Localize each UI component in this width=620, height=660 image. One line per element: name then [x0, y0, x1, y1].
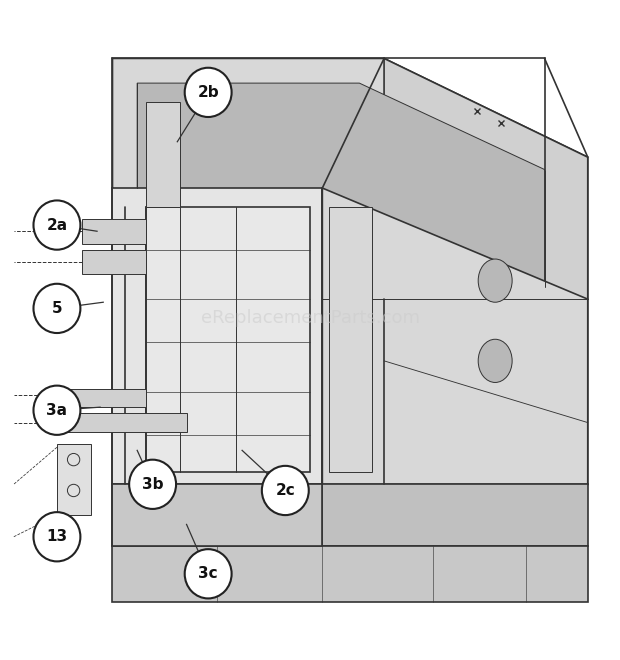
Polygon shape — [112, 59, 588, 299]
Text: 2b: 2b — [197, 85, 219, 100]
Polygon shape — [384, 59, 588, 484]
Text: 13: 13 — [46, 529, 68, 544]
Polygon shape — [82, 219, 146, 244]
Polygon shape — [137, 83, 544, 287]
Ellipse shape — [185, 68, 232, 117]
Polygon shape — [146, 207, 310, 472]
Ellipse shape — [478, 339, 512, 382]
Polygon shape — [82, 249, 146, 275]
Polygon shape — [112, 546, 588, 601]
Text: 3b: 3b — [142, 477, 163, 492]
Polygon shape — [63, 389, 146, 407]
Polygon shape — [112, 484, 322, 546]
Ellipse shape — [129, 459, 176, 509]
Ellipse shape — [185, 549, 232, 599]
Text: 3a: 3a — [46, 403, 68, 418]
Text: 2c: 2c — [275, 483, 295, 498]
Polygon shape — [322, 484, 588, 546]
Ellipse shape — [33, 201, 81, 249]
Polygon shape — [329, 207, 372, 472]
Polygon shape — [322, 188, 588, 484]
Text: 5: 5 — [51, 301, 62, 316]
Polygon shape — [112, 188, 322, 484]
Polygon shape — [57, 444, 91, 515]
Ellipse shape — [478, 259, 512, 302]
Ellipse shape — [262, 466, 309, 515]
Text: 3c: 3c — [198, 566, 218, 581]
Text: eReplacementParts.com: eReplacementParts.com — [200, 309, 420, 327]
Ellipse shape — [33, 385, 81, 435]
Ellipse shape — [33, 512, 81, 562]
Polygon shape — [63, 413, 187, 432]
Text: 2a: 2a — [46, 218, 68, 232]
Ellipse shape — [33, 284, 81, 333]
Polygon shape — [146, 102, 180, 207]
